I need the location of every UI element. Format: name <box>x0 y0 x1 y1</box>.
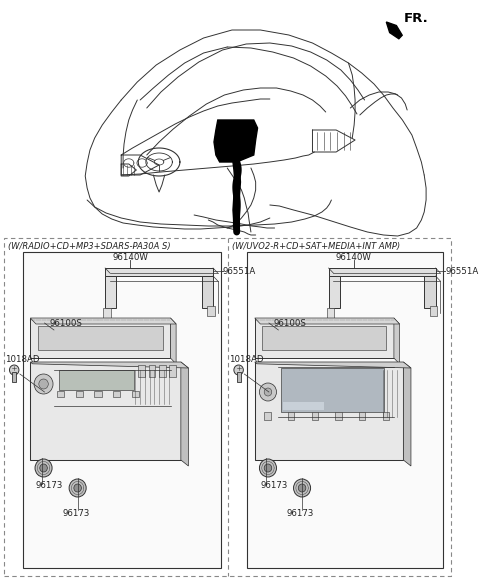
Bar <box>383 412 389 420</box>
Bar <box>424 276 435 308</box>
Bar <box>105 268 213 276</box>
Bar <box>30 318 170 358</box>
Bar <box>113 391 120 397</box>
Text: 96173: 96173 <box>36 482 63 490</box>
Bar <box>59 370 133 390</box>
Bar <box>159 365 166 377</box>
Text: (W/RADIO+CD+MP3+SDARS-PA30A S): (W/RADIO+CD+MP3+SDARS-PA30A S) <box>8 243 170 251</box>
Circle shape <box>10 365 19 375</box>
Circle shape <box>69 479 86 497</box>
Text: 96100S: 96100S <box>274 318 307 328</box>
Bar <box>105 276 117 308</box>
Bar <box>207 306 215 316</box>
Bar <box>237 372 240 382</box>
Circle shape <box>39 379 48 389</box>
Polygon shape <box>386 22 402 39</box>
Bar <box>262 326 386 350</box>
Circle shape <box>264 464 272 472</box>
Text: 1018AD: 1018AD <box>229 356 264 365</box>
Bar <box>329 268 435 276</box>
Bar <box>75 391 83 397</box>
Circle shape <box>298 484 306 492</box>
Circle shape <box>35 459 52 477</box>
Bar <box>329 276 340 308</box>
Circle shape <box>260 459 276 477</box>
Bar <box>103 308 111 318</box>
Bar <box>30 362 181 460</box>
Bar <box>138 365 145 377</box>
Polygon shape <box>181 362 189 466</box>
Text: 96551A: 96551A <box>445 266 478 276</box>
Bar <box>202 276 213 308</box>
Text: 1018AD: 1018AD <box>5 356 39 365</box>
Circle shape <box>234 365 243 375</box>
Bar <box>12 372 16 382</box>
Text: (W/UVO2-R+CD+SAT+MEDIA+INT AMP): (W/UVO2-R+CD+SAT+MEDIA+INT AMP) <box>232 243 400 251</box>
Bar <box>327 308 334 318</box>
Bar <box>149 365 156 377</box>
Bar <box>335 412 342 420</box>
Bar <box>359 412 365 420</box>
Circle shape <box>74 484 82 492</box>
Circle shape <box>34 374 53 394</box>
Bar <box>283 402 324 410</box>
Bar <box>94 391 102 397</box>
Polygon shape <box>403 362 411 466</box>
Text: FR.: FR. <box>403 12 428 24</box>
Circle shape <box>260 383 276 401</box>
Polygon shape <box>30 318 176 324</box>
Polygon shape <box>255 318 399 324</box>
Polygon shape <box>30 362 189 368</box>
Text: 96140W: 96140W <box>336 252 372 262</box>
Text: 96173: 96173 <box>260 482 288 490</box>
Bar <box>281 368 384 412</box>
Bar <box>312 412 318 420</box>
Circle shape <box>40 464 48 472</box>
Bar <box>169 365 176 377</box>
Bar <box>430 306 437 316</box>
Text: 96140W: 96140W <box>112 252 148 262</box>
Polygon shape <box>255 362 411 368</box>
Circle shape <box>294 479 311 497</box>
Bar <box>264 412 271 420</box>
Bar <box>247 252 443 568</box>
Bar <box>132 391 139 397</box>
Text: 96173: 96173 <box>287 508 314 518</box>
Bar <box>255 362 403 460</box>
Bar <box>23 252 221 568</box>
Circle shape <box>264 388 272 396</box>
Bar <box>288 412 294 420</box>
Bar <box>38 326 163 350</box>
Polygon shape <box>170 318 176 364</box>
Polygon shape <box>394 318 399 364</box>
Bar <box>255 318 394 358</box>
Text: 96100S: 96100S <box>49 318 82 328</box>
Bar <box>4 238 451 576</box>
Text: 96551A: 96551A <box>223 266 256 276</box>
Bar <box>57 391 64 397</box>
Text: 96173: 96173 <box>62 508 89 518</box>
Polygon shape <box>214 120 258 162</box>
